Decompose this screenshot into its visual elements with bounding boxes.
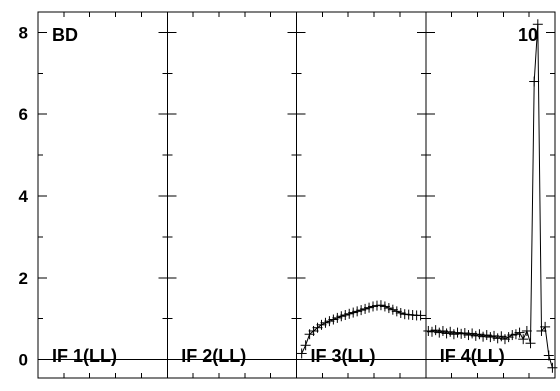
y-axis-labels: 0 2 4 6 8: [19, 23, 29, 369]
data-point: [544, 351, 554, 361]
y-tick-label: 8: [19, 23, 28, 42]
data-point: [526, 338, 536, 348]
panel-label: IF 4(LL): [440, 346, 505, 366]
panel-3: IF 3(LL): [297, 12, 426, 378]
panel-frame: [297, 12, 426, 378]
y-tick-label: 0: [19, 351, 28, 370]
panel-label: IF 1(LL): [52, 346, 117, 366]
panels: IF 1(LL) IF 2(LL) IF 3(LL) IF 4(LL): [38, 12, 557, 378]
y-tick-label: 6: [19, 105, 28, 124]
panel-4: IF 4(LL): [423, 12, 557, 378]
panel-label: IF 3(LL): [311, 346, 376, 366]
annotation-top-left: BD: [52, 25, 78, 45]
y-tick-label: 4: [19, 187, 29, 206]
panel-1: IF 1(LL): [38, 12, 167, 378]
panel-label: IF 2(LL): [181, 346, 246, 366]
y-tick-label: 2: [19, 269, 28, 288]
data-point: [547, 363, 557, 373]
panel-frame: [38, 12, 167, 378]
annotation-top-right: 10: [518, 25, 538, 45]
series-line: [428, 24, 552, 368]
panel-2: IF 2(LL): [167, 12, 296, 378]
panel-frame: [167, 12, 296, 378]
data-point: [529, 77, 539, 87]
